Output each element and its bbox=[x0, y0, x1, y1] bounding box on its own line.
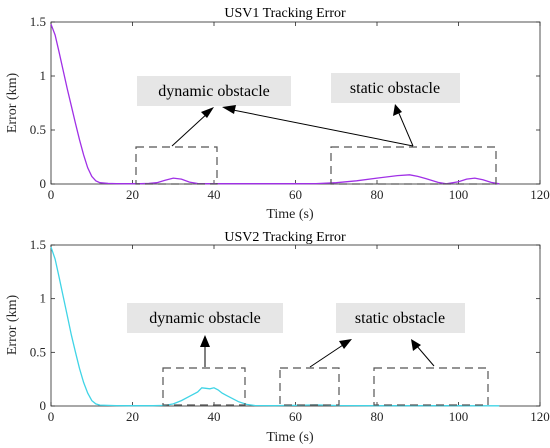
annotation-static-obstacle: static obstacle bbox=[355, 310, 445, 327]
usv1-chart-panel: USV1 Tracking Error Time (s) Error (km) … bbox=[5, 6, 550, 222]
annotation-box-dynamic bbox=[137, 76, 291, 106]
x-axis-label: Time (s) bbox=[266, 430, 314, 445]
y-axis-label: Error (km) bbox=[5, 73, 20, 134]
dashed-region-static-1 bbox=[279, 367, 340, 406]
dashed-region-static bbox=[330, 146, 497, 185]
arrow-head-static-left bbox=[222, 105, 236, 114]
x-tick-label: 20 bbox=[126, 409, 139, 424]
x-tick-label: 40 bbox=[208, 187, 221, 202]
x-tick-label: 120 bbox=[530, 187, 550, 202]
arrow-head-static-left bbox=[339, 339, 352, 349]
arrow-head-static-up bbox=[393, 104, 402, 116]
arrow-dynamic bbox=[171, 111, 210, 147]
annotation-box-dynamic bbox=[127, 303, 283, 333]
arrow-head-dynamic bbox=[201, 107, 214, 118]
arrow-head-static-right bbox=[411, 339, 421, 351]
annotation-dynamic-obstacle: dynamic obstacle bbox=[149, 310, 261, 327]
x-tick-label: 100 bbox=[449, 409, 469, 424]
y-tick-label: 1 bbox=[40, 291, 47, 306]
y-tick-label: 1.5 bbox=[30, 237, 46, 252]
annotation-box-static bbox=[336, 303, 465, 333]
x-tick-label: 40 bbox=[208, 409, 221, 424]
plot-area: 0 20 40 60 80 100 120 0 0.5 1 1.5 bbox=[30, 14, 550, 202]
x-tick-label: 100 bbox=[449, 187, 469, 202]
arrow-static-left bbox=[232, 109, 414, 147]
annotation-dynamic-obstacle: dynamic obstacle bbox=[158, 83, 270, 100]
annotation-static-obstacle: static obstacle bbox=[350, 80, 440, 97]
x-axis-label: Time (s) bbox=[266, 207, 314, 222]
x-tick-label: 60 bbox=[289, 187, 302, 202]
annotation-box-static bbox=[331, 73, 460, 103]
x-tick-label: 0 bbox=[48, 187, 55, 202]
y-tick-label: 0.5 bbox=[30, 122, 46, 137]
y-tick-label: 1.5 bbox=[30, 14, 46, 29]
y-axis-label: Error (km) bbox=[5, 295, 20, 356]
x-tick-label: 20 bbox=[126, 187, 139, 202]
axes-frame bbox=[50, 21, 541, 185]
y-tick-label: 0 bbox=[40, 176, 47, 191]
axes-frame bbox=[50, 244, 541, 407]
y-tick-label: 0.5 bbox=[30, 344, 46, 359]
series-line bbox=[50, 23, 500, 185]
arrow-static-left bbox=[309, 342, 347, 368]
arrow-static-up bbox=[397, 110, 414, 147]
usv2-chart-panel: USV2 Tracking Error Time (s) Error (km) … bbox=[5, 230, 550, 445]
chart-title: USV2 Tracking Error bbox=[224, 230, 346, 245]
dashed-region-static-2 bbox=[373, 367, 489, 406]
arrow-head-dynamic bbox=[200, 335, 210, 347]
x-tick-label: 80 bbox=[371, 187, 384, 202]
x-tick-label: 60 bbox=[289, 409, 302, 424]
x-tick-label: 120 bbox=[530, 409, 550, 424]
y-tick-label: 0 bbox=[40, 398, 47, 413]
dashed-region-dynamic bbox=[162, 367, 246, 406]
plot-area: 0 20 40 60 80 100 120 0 0.5 1 1.5 bbox=[30, 237, 550, 424]
y-tick-label: 1 bbox=[40, 68, 47, 83]
x-tick-label: 0 bbox=[48, 409, 55, 424]
dashed-region-dynamic bbox=[135, 146, 218, 185]
arrow-static-right bbox=[415, 344, 435, 367]
x-tick-label: 80 bbox=[371, 409, 384, 424]
chart-title: USV1 Tracking Error bbox=[224, 6, 346, 21]
